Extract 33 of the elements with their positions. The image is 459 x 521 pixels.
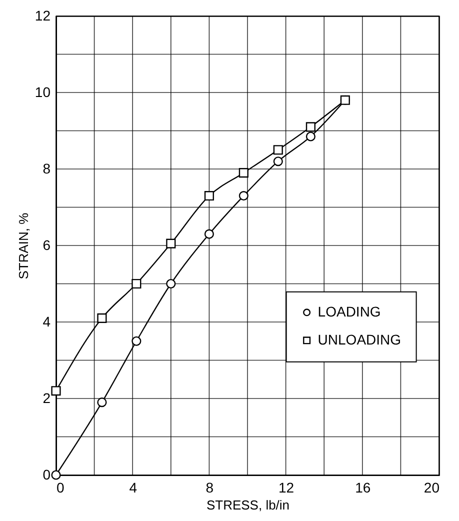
point	[238, 191, 248, 201]
point	[306, 122, 316, 132]
point	[204, 190, 214, 201]
y-tick-label: 8	[42, 160, 51, 176]
legend-label: UNLOADING	[318, 331, 402, 348]
point	[204, 229, 214, 239]
x-axis-title: STRESS, lb/in	[206, 498, 290, 512]
point	[51, 386, 61, 396]
y-tick-label: 4	[42, 314, 51, 330]
y-tick-label: 10	[34, 84, 51, 100]
y-tick-label: 0	[42, 466, 51, 482]
x-tick-label: 12	[278, 480, 294, 496]
y-tick-label: 2	[42, 390, 51, 406]
x-tick-label: 8	[206, 480, 214, 496]
point	[166, 238, 176, 248]
x-tick-label: 16	[355, 480, 371, 496]
point	[166, 278, 176, 289]
point	[132, 278, 142, 289]
point	[238, 168, 248, 178]
y-axis-title: STRAIN, %	[16, 212, 31, 280]
x-tick-label: 4	[129, 480, 138, 496]
y-tick-label: 12	[34, 8, 51, 24]
legend-label: LOADING	[318, 303, 381, 320]
point	[306, 132, 316, 142]
y-tick-label: 6	[42, 237, 51, 253]
x-tick-label: 0	[56, 480, 64, 496]
point	[51, 470, 61, 480]
point	[273, 145, 283, 155]
point	[132, 336, 142, 346]
point	[97, 398, 107, 408]
point	[97, 313, 107, 323]
point	[273, 156, 283, 166]
x-tick-label: 20	[424, 480, 440, 496]
